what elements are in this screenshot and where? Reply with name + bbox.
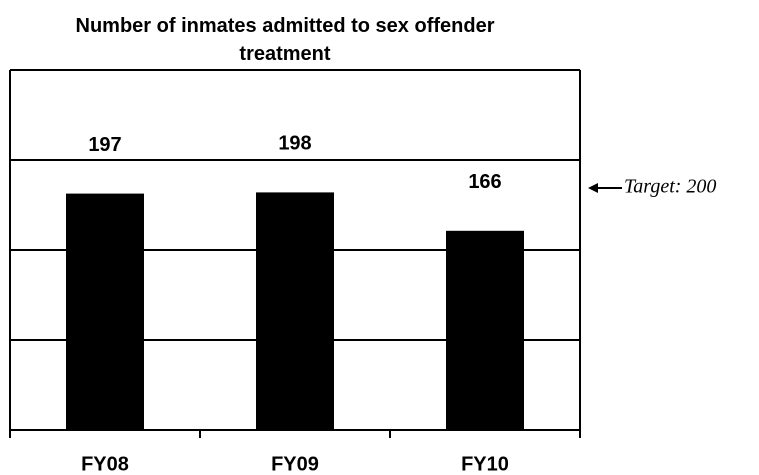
bar (256, 192, 334, 430)
chart-title: Number of inmates admitted to sex offend… (75, 15, 495, 65)
bar (446, 230, 524, 430)
data-label: 197 (88, 134, 121, 156)
x-tick-label: FY10 (461, 453, 509, 475)
data-label: 166 (468, 171, 501, 193)
bar (66, 193, 144, 430)
x-tick-label: FY09 (271, 453, 319, 475)
target-label: Target: 200 (624, 176, 716, 198)
x-tick-label: FY08 (81, 453, 129, 475)
data-label: 198 (278, 133, 311, 155)
target-arrowhead (588, 183, 598, 193)
